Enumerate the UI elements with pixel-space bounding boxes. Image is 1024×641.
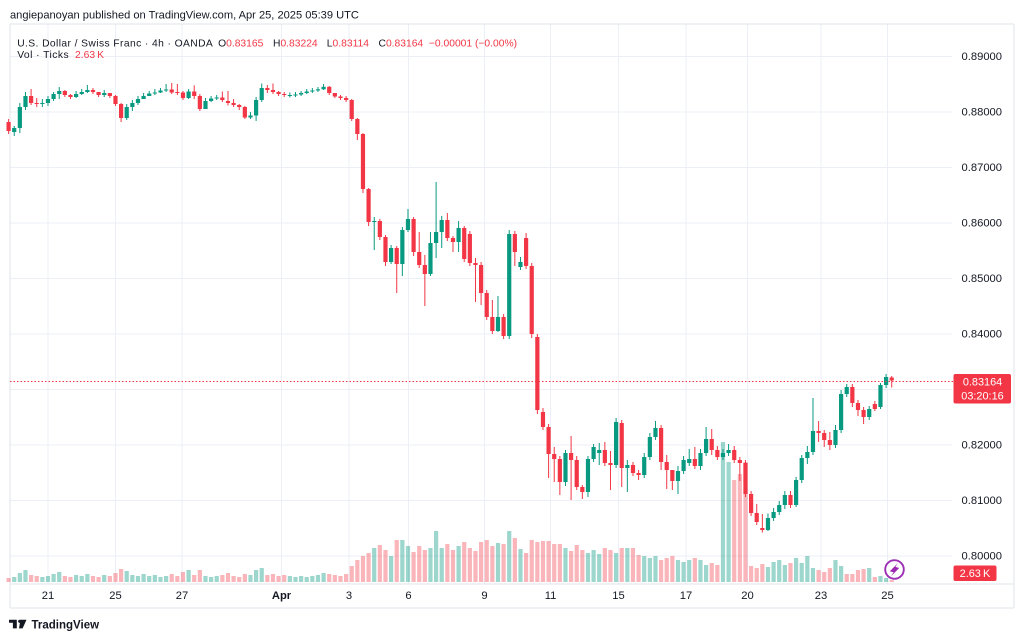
svg-text:2.63 K: 2.63 K (960, 568, 991, 580)
svg-text:0.86000: 0.86000 (962, 218, 1002, 230)
svg-text:21: 21 (42, 590, 54, 602)
svg-text:17: 17 (680, 590, 692, 602)
svg-text:23: 23 (815, 590, 827, 602)
svg-text:angiepanoyan published on Trad: angiepanoyan published on TradingView.co… (10, 10, 359, 22)
svg-text:0.82000: 0.82000 (962, 440, 1002, 452)
svg-text:U.S. Dollar / Swiss Franc · 4h: U.S. Dollar / Swiss Franc · 4h · OANDA O0… (17, 38, 517, 49)
svg-text:25: 25 (109, 590, 121, 602)
svg-text:0.83164: 0.83164 (963, 377, 1002, 389)
svg-text:Apr: Apr (272, 590, 292, 602)
svg-text:3: 3 (346, 590, 352, 602)
svg-text:25: 25 (881, 590, 893, 602)
svg-text:20: 20 (741, 590, 753, 602)
svg-text:6: 6 (405, 590, 411, 602)
svg-text:0.89000: 0.89000 (962, 51, 1002, 63)
svg-text:27: 27 (176, 590, 188, 602)
svg-text:9: 9 (481, 590, 487, 602)
svg-text:0.80000: 0.80000 (962, 551, 1002, 563)
svg-text:03:20:16: 03:20:16 (961, 391, 1003, 403)
svg-text:0.87000: 0.87000 (962, 162, 1002, 174)
svg-text:0.88000: 0.88000 (962, 107, 1002, 119)
svg-text:0.84000: 0.84000 (962, 329, 1002, 341)
svg-text:15: 15 (612, 590, 624, 602)
svg-text:0.85000: 0.85000 (962, 273, 1002, 285)
svg-text:TradingView: TradingView (32, 619, 100, 631)
svg-text:11: 11 (545, 590, 557, 602)
svg-text:0.81000: 0.81000 (962, 495, 1002, 507)
